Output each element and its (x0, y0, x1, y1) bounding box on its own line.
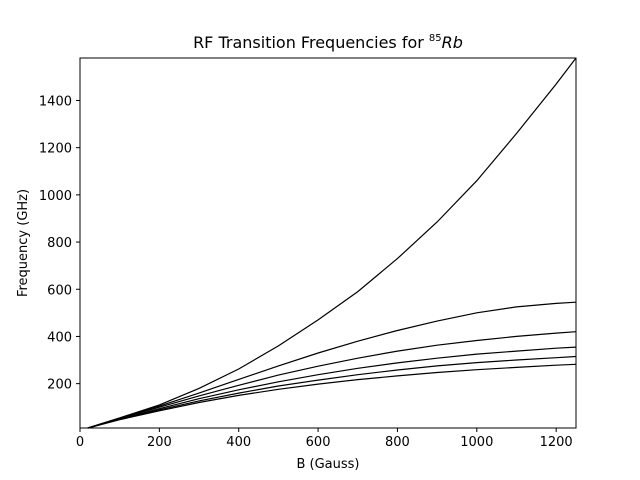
x-tick-label: 400 (226, 435, 251, 450)
chart-title-superscript: 85 (429, 33, 442, 44)
y-tick-label: 1400 (39, 94, 72, 109)
series-line-3 (87, 331, 577, 429)
x-tick-label: 1000 (460, 435, 493, 450)
y-axis-ticks: 200 400 600 800 1000 1200 1400 (39, 94, 80, 393)
chart-title-italic: Rb (442, 33, 463, 52)
chart-title: RF Transition Frequencies for 85Rb (193, 33, 463, 52)
series-layer (87, 57, 577, 429)
y-tick-label: 800 (47, 236, 72, 251)
series-line-4 (87, 346, 577, 429)
series-line-2 (87, 301, 577, 429)
series-line-6 (87, 363, 577, 429)
x-tick-label: 800 (385, 435, 410, 450)
x-tick-label: 200 (147, 435, 172, 450)
y-axis-label: Frequency (GHz) (16, 189, 31, 297)
y-tick-label: 1200 (39, 142, 72, 157)
y-tick-label: 200 (47, 378, 72, 393)
y-tick-label: 1000 (39, 189, 72, 204)
x-tick-label: 600 (306, 435, 331, 450)
x-axis-label: B (Gauss) (296, 457, 359, 472)
y-tick-label: 600 (47, 283, 72, 298)
series-line-1 (87, 57, 577, 429)
x-tick-label: 1200 (540, 435, 573, 450)
x-axis-ticks: 0 200 400 600 800 1000 1200 (76, 428, 573, 450)
x-tick-label: 0 (76, 435, 84, 450)
y-tick-label: 400 (47, 330, 72, 345)
plot-frame (79, 57, 577, 429)
chart-title-prefix: RF Transition Frequencies for (193, 33, 429, 52)
series-line-5 (87, 355, 577, 429)
